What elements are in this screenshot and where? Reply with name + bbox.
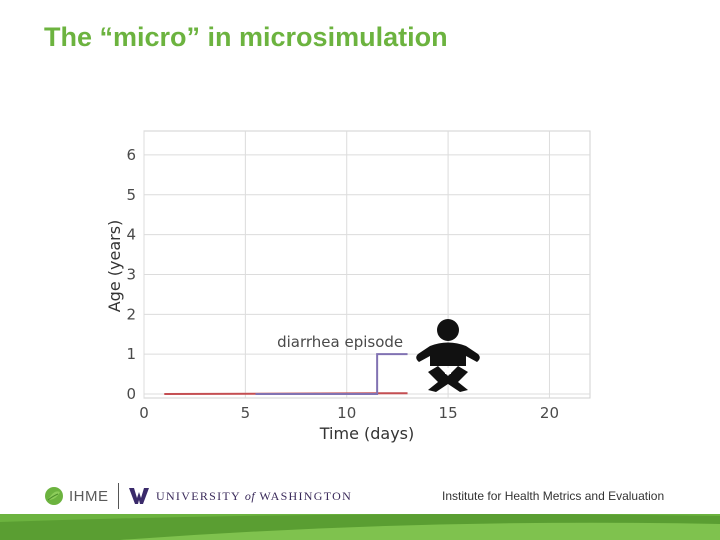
tick-labels: 0 5 10 15 20 0 1 2 3 4 5 6 bbox=[126, 146, 559, 422]
y-tick-label: 2 bbox=[126, 305, 136, 323]
slide-title: The “micro” in microsimulation bbox=[44, 22, 448, 52]
y-tick-label: 1 bbox=[126, 345, 136, 363]
series-lines bbox=[164, 353, 408, 396]
series-line-1 bbox=[255, 353, 408, 396]
y-tick-label: 3 bbox=[126, 265, 136, 283]
x-axis-label: Time (days) bbox=[319, 424, 415, 443]
x-tick-label: 20 bbox=[540, 404, 559, 422]
x-tick-label: 10 bbox=[337, 404, 356, 422]
age-vs-time-chart: 0 5 10 15 20 0 1 2 3 4 5 6 diarrhea episode Time (d… bbox=[105, 130, 591, 443]
grid bbox=[143, 131, 590, 398]
uw-wordmark: UNIVERSITY of WASHINGTON bbox=[156, 488, 353, 503]
x-tick-label: 15 bbox=[439, 404, 458, 422]
institute-name: Institute for Health Metrics and Evaluat… bbox=[442, 489, 665, 503]
y-tick-label: 4 bbox=[126, 226, 136, 244]
uw-w-icon bbox=[129, 488, 149, 504]
ihme-wordmark: IHME bbox=[69, 487, 109, 505]
annotation-diarrhea-episode: diarrhea episode bbox=[277, 333, 403, 351]
x-tick-label: 5 bbox=[241, 404, 251, 422]
y-tick-label: 0 bbox=[126, 385, 136, 403]
footer-green-band bbox=[0, 514, 720, 540]
plot-background bbox=[143, 130, 591, 399]
baby-icon bbox=[416, 319, 480, 392]
uw-logo: UNIVERSITY of WASHINGTON bbox=[129, 487, 352, 505]
ihme-logo: IHME bbox=[44, 486, 109, 506]
y-axis-label: Age (years) bbox=[105, 220, 124, 313]
y-tick-label: 5 bbox=[126, 186, 136, 204]
footer-divider bbox=[118, 483, 119, 509]
leaf-icon bbox=[45, 487, 63, 505]
x-tick-label: 0 bbox=[139, 404, 149, 422]
footer: IHME UNIVERSITY of WASHINGTON Institute … bbox=[0, 480, 720, 540]
y-tick-label: 6 bbox=[126, 146, 136, 164]
